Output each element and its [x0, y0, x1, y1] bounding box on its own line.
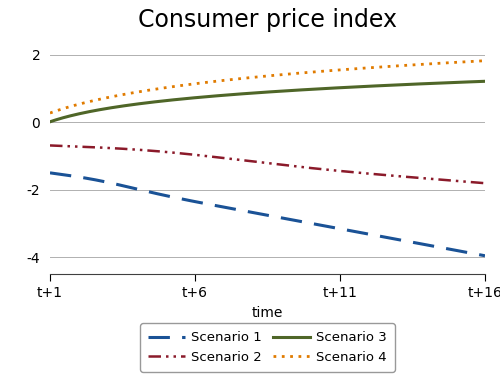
Scenario 2 [414, 175, 420, 180]
Scenario 1 [47, 171, 53, 175]
Scenario 4 [48, 110, 54, 115]
Scenario 4 [304, 70, 310, 75]
Scenario 4 [414, 62, 420, 67]
X-axis label: time: time [252, 306, 283, 320]
Scenario 2 [482, 181, 488, 186]
Scenario 3 [48, 119, 54, 123]
Scenario 3 [304, 87, 310, 92]
Scenario 3 [313, 87, 319, 91]
Scenario 1 [48, 171, 54, 175]
Scenario 1 [313, 222, 319, 227]
Scenario 2 [47, 143, 53, 148]
Scenario 3 [482, 79, 488, 83]
Scenario 2 [313, 166, 319, 171]
Scenario 4 [482, 58, 488, 63]
Scenario 2 [442, 178, 448, 182]
Scenario 1 [306, 221, 312, 225]
Scenario 3 [306, 87, 312, 92]
Scenario 1 [482, 253, 488, 258]
Line: Scenario 4: Scenario 4 [50, 61, 485, 113]
Scenario 3 [47, 120, 53, 124]
Scenario 3 [442, 81, 448, 85]
Scenario 4 [313, 69, 319, 74]
Scenario 1 [304, 221, 310, 225]
Line: Scenario 3: Scenario 3 [50, 81, 485, 122]
Scenario 1 [442, 246, 448, 250]
Scenario 2 [306, 166, 312, 170]
Scenario 4 [47, 111, 53, 115]
Legend: Scenario 1, Scenario 2, Scenario 3, Scenario 4: Scenario 1, Scenario 2, Scenario 3, Scen… [140, 323, 395, 372]
Line: Scenario 1: Scenario 1 [50, 173, 485, 256]
Title: Consumer price index: Consumer price index [138, 8, 397, 32]
Line: Scenario 2: Scenario 2 [50, 146, 485, 183]
Scenario 1 [414, 241, 420, 245]
Scenario 4 [306, 70, 312, 75]
Scenario 2 [48, 143, 54, 148]
Scenario 3 [414, 82, 420, 86]
Scenario 4 [442, 61, 448, 65]
Scenario 2 [304, 165, 310, 170]
